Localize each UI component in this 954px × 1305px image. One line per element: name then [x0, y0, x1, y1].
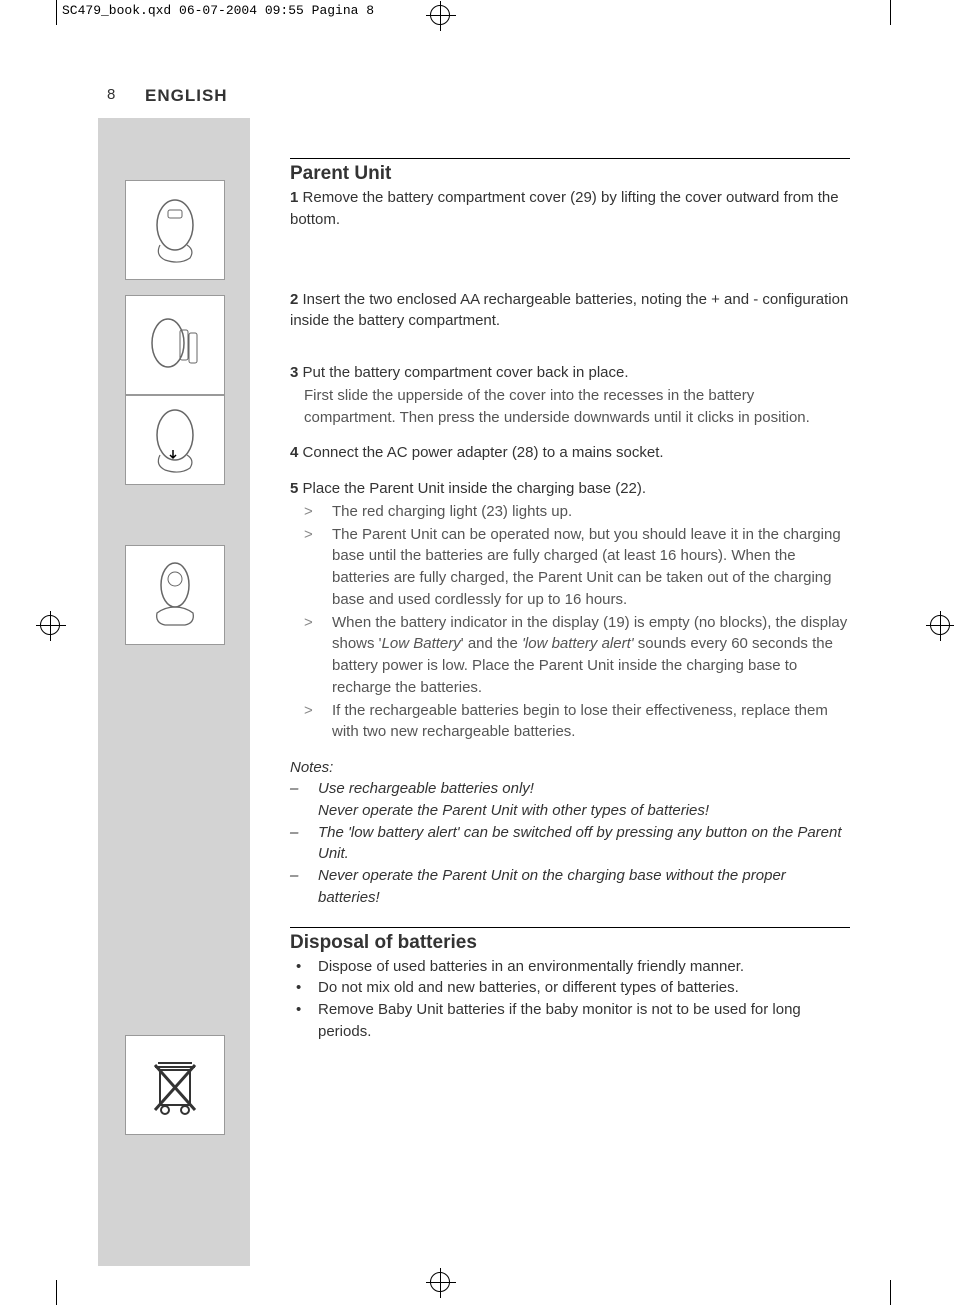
notes-heading: Notes: — [290, 759, 850, 776]
note-text: The 'low battery alert' can be switched … — [318, 822, 850, 866]
bullet-icon: • — [290, 999, 318, 1043]
step-text: Put the battery compartment cover back i… — [303, 364, 629, 381]
step-number: 4 — [290, 444, 298, 461]
step-5: 5 Place the Parent Unit inside the charg… — [290, 478, 850, 500]
dash-icon: – — [290, 822, 318, 866]
list-item-text: Dispose of used batteries in an environm… — [318, 956, 744, 978]
step-text: Remove the battery compartment cover (29… — [290, 189, 839, 228]
note-text: Never operate the Parent Unit on the cha… — [318, 865, 850, 909]
list-item-text: The Parent Unit can be operated now, but… — [332, 524, 850, 611]
crop-mark — [56, 1280, 57, 1305]
step-2: 2 Insert the two enclosed AA rechargeabl… — [290, 289, 850, 333]
page-language: ENGLISH — [145, 86, 228, 106]
chevron-right-icon: > — [304, 524, 332, 611]
horizontal-rule — [290, 927, 850, 928]
note-text: Use rechargeable batteries only!Never op… — [318, 778, 850, 822]
chevron-right-icon: > — [304, 501, 332, 523]
page-number: 8 — [107, 86, 115, 103]
chevron-right-icon: > — [304, 612, 332, 699]
list-item: > The Parent Unit can be operated now, b… — [304, 524, 850, 611]
list-item-text: Do not mix old and new batteries, or dif… — [318, 977, 739, 999]
figure-insert-batteries — [125, 295, 225, 395]
step-3: 3 Put the battery compartment cover back… — [290, 362, 850, 384]
registration-mark-icon — [430, 5, 450, 25]
list-item-text: Remove Baby Unit batteries if the baby m… — [318, 999, 850, 1043]
chevron-right-icon: > — [304, 700, 332, 744]
crop-mark — [56, 0, 57, 25]
list-item: • Do not mix old and new batteries, or d… — [290, 977, 850, 999]
registration-mark-icon — [430, 1272, 450, 1292]
list-item-text: If the rechargeable batteries begin to l… — [332, 700, 850, 744]
document-metadata: SC479_book.qxd 06-07-2004 09:55 Pagina 8 — [62, 3, 374, 18]
crop-mark — [890, 1280, 891, 1305]
dash-icon: – — [290, 865, 318, 909]
list-item: > If the rechargeable batteries begin to… — [304, 700, 850, 744]
section-title-disposal: Disposal of batteries — [290, 932, 850, 954]
bullet-icon: • — [290, 977, 318, 999]
list-item-text: The red charging light (23) lights up. — [332, 501, 850, 523]
step-number: 3 — [290, 364, 298, 381]
figure-remove-cover — [125, 180, 225, 280]
section-title-parent-unit: Parent Unit — [290, 163, 850, 185]
main-content: Parent Unit 1 Remove the battery compart… — [290, 158, 850, 1043]
step-text: Insert the two enclosed AA rechargeable … — [290, 291, 848, 330]
step-text: Connect the AC power adapter (28) to a m… — [303, 444, 664, 461]
dash-icon: – — [290, 778, 318, 822]
step-4: 4 Connect the AC power adapter (28) to a… — [290, 442, 850, 464]
step-number: 5 — [290, 480, 298, 497]
registration-mark-icon — [40, 615, 60, 635]
step-1: 1 Remove the battery compartment cover (… — [290, 187, 850, 231]
note-item: – The 'low battery alert' can be switche… — [290, 822, 850, 866]
list-item: > The red charging light (23) lights up. — [304, 501, 850, 523]
figure-replace-cover — [125, 395, 225, 485]
section-disposal: Disposal of batteries • Dispose of used … — [290, 927, 850, 1043]
bullet-list: • Dispose of used batteries in an enviro… — [290, 956, 850, 1043]
step-number: 1 — [290, 189, 298, 206]
figure-disposal-bin — [125, 1035, 225, 1135]
step-5-sublist: > The red charging light (23) lights up.… — [290, 501, 850, 743]
note-item: – Use rechargeable batteries only!Never … — [290, 778, 850, 822]
step-number: 2 — [290, 291, 298, 308]
list-item: • Remove Baby Unit batteries if the baby… — [290, 999, 850, 1043]
crop-mark — [890, 0, 891, 25]
step-text: Place the Parent Unit inside the chargin… — [303, 480, 647, 497]
list-item: • Dispose of used batteries in an enviro… — [290, 956, 850, 978]
figure-charging-base — [125, 545, 225, 645]
bullet-icon: • — [290, 956, 318, 978]
step-3-detail: First slide the upperside of the cover i… — [290, 385, 850, 429]
note-item: – Never operate the Parent Unit on the c… — [290, 865, 850, 909]
list-item-text: When the battery indicator in the displa… — [332, 612, 850, 699]
registration-mark-icon — [930, 615, 950, 635]
horizontal-rule — [290, 158, 850, 159]
list-item: > When the battery indicator in the disp… — [304, 612, 850, 699]
